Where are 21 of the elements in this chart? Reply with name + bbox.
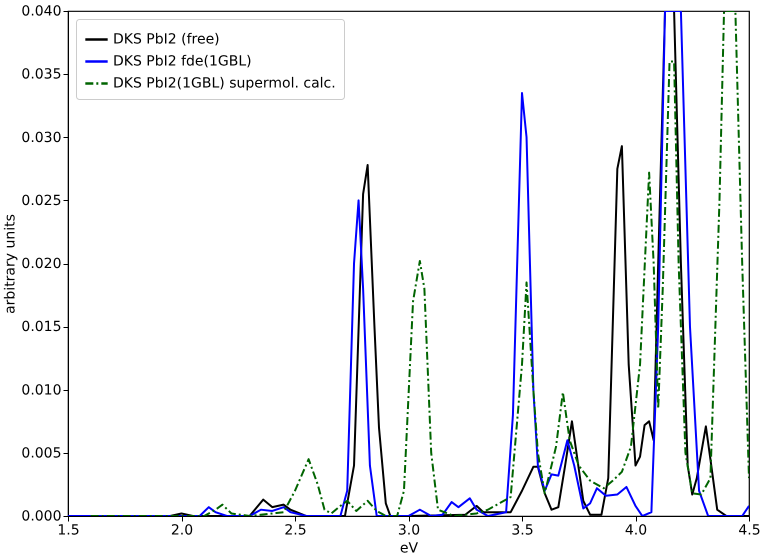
legend-label: DKS PbI2 (free) [113,32,220,48]
y-tick-label: 0.015 [21,319,62,336]
x-tick-label: 4.0 [624,522,648,538]
x-axis-title: eV [400,540,419,556]
y-tick-label: 0.035 [21,66,62,83]
y-tick-label: 0.000 [21,508,62,524]
x-tick-label: 3.5 [511,522,534,538]
y-tick-label: 0.040 [21,4,62,20]
y-tick-label: 0.010 [21,382,62,398]
x-tick-label: 2.5 [284,522,307,538]
y-tick-label: 0.030 [21,130,62,146]
legend-label: DKS PbI2(1GBL) supermol. calc. [113,76,336,92]
y-tick-label: 0.020 [21,256,62,272]
x-tick-label: 1.5 [57,522,80,538]
x-tick-label: 3.0 [398,522,420,538]
y-tick-label: 0.005 [21,445,62,462]
x-tick-label: 4.5 [738,522,761,538]
legend-label: DKS PbI2 fde(1GBL) [113,54,252,70]
y-axis-title: arbitrary units [2,214,18,314]
y-tick-label: 0.025 [21,192,62,209]
x-tick-label: 2.0 [170,522,194,538]
